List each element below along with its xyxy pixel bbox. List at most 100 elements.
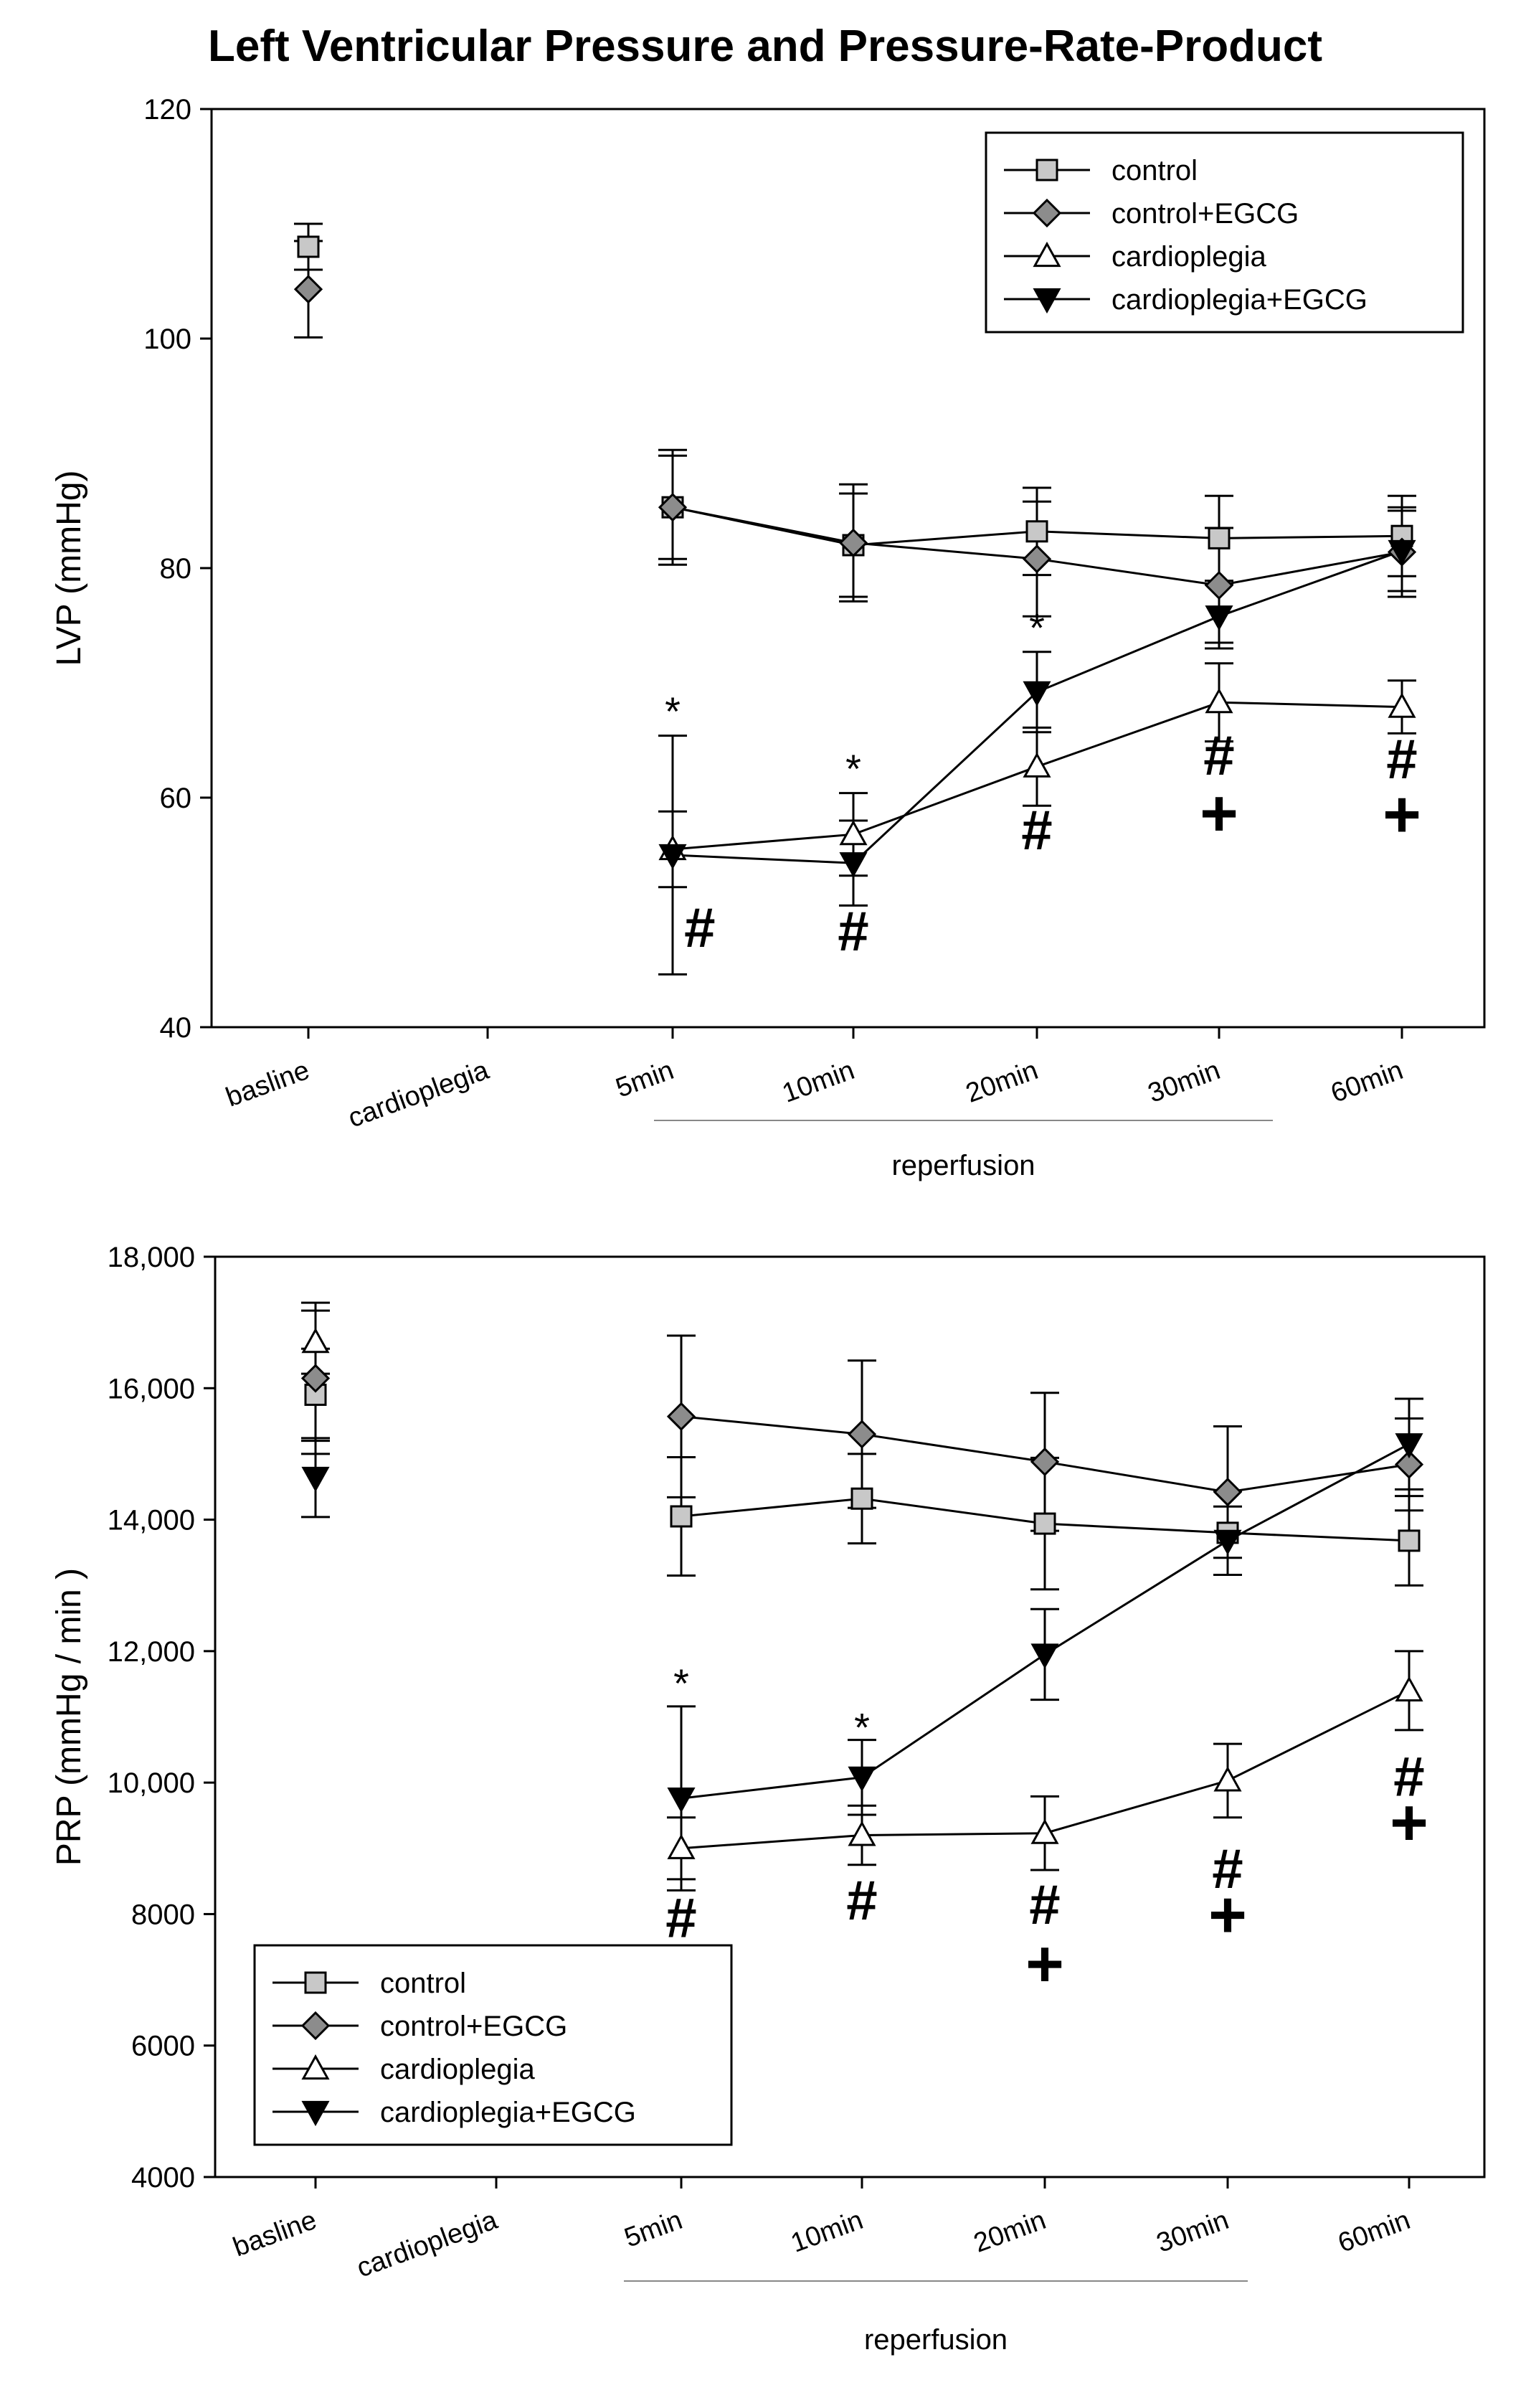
legend-label: cardioplegia [1111,241,1266,273]
data-point [848,1766,876,1792]
annotation-plus: + [1383,778,1421,851]
x-category-label: 20min [970,2205,1050,2259]
legend: control control+EGCG cardioplegia cardiople… [253,1944,733,2146]
y-tick-label: 4000 [131,2162,195,2194]
legend: control control+EGCG cardioplegia cardiople… [985,131,1464,334]
y-tick-label: 100 [143,324,191,355]
data-point [1213,1766,1242,1792]
y-tick-label: 60 [160,783,192,814]
annotation-star: * [1029,605,1045,650]
annotation-star: * [665,689,681,734]
data-point [848,1821,876,1846]
x-category-label: 30min [1144,1055,1224,1109]
data-point [1023,681,1051,707]
data-point [300,1364,331,1393]
data-point [1205,688,1233,714]
reperfusion-label: reperfusion [891,1150,1035,1181]
data-point [839,820,868,846]
legend-label: control+EGCG [380,2011,567,2042]
data-point [658,844,687,870]
prp-chart: 4000 6000 8000 10,000 12,000 14,000 16,000 18,0… [50,1242,1486,2356]
data-point [1025,520,1048,543]
data-point [1213,1477,1243,1507]
legend-label: cardioplegia+EGCG [1111,284,1368,316]
data-point [667,1833,696,1859]
annotation-hash: # [1203,724,1234,787]
data-point [1395,1676,1423,1701]
legend-marker [301,2054,330,2080]
x-category-label: 10min [778,1055,858,1109]
data-point [1204,570,1234,600]
legend-marker [304,1971,327,1994]
data-point [1398,1529,1421,1552]
x-category-label: 10min [787,2205,867,2259]
y-axis-label: LVP (mmHg) [50,471,88,666]
data-point [670,1505,693,1528]
annotation-hash: # [1212,1837,1243,1900]
legend-marker [1035,159,1058,181]
annotation-hash: # [846,1869,877,1932]
y-tick-label: 14,000 [108,1505,195,1536]
annotation-plus: + [1208,1879,1247,1952]
annotation-hash: # [684,896,715,959]
x-category-label: cardioplegia [353,2205,502,2284]
data-point [1023,752,1051,778]
annotation-star: * [845,746,861,791]
data-point [293,275,323,304]
x-category-label: 30min [1152,2205,1233,2259]
data-point [838,528,868,557]
data-point [1208,527,1231,549]
data-point [1395,1433,1423,1459]
reperfusion-label: reperfusion [864,2324,1008,2356]
data-point [1030,1447,1060,1477]
legend-marker [300,2011,331,2041]
y-tick-label: 12,000 [108,1636,195,1668]
data-point [1388,539,1416,566]
annotation-star: * [673,1661,689,1706]
y-tick-label: 120 [143,94,191,126]
x-category-label: 60min [1327,1055,1407,1109]
legend-marker [1033,241,1061,268]
legend-marker [1032,198,1062,228]
data-point [301,1466,330,1493]
annotation-hash: # [838,900,868,963]
legend-marker [301,2100,330,2127]
x-category-label: cardioplegia [344,1055,493,1134]
y-tick-label: 8000 [131,1899,195,1930]
legend-marker [1033,288,1061,314]
annotation-hash: # [1386,727,1417,790]
legend-label: cardioplegia [380,2054,535,2085]
y-axis-label: PRP (mmHg / min ) [50,1568,88,1866]
legend-label: control [380,1968,466,1999]
y-tick-label: 40 [160,1012,192,1044]
y-tick-label: 6000 [131,2031,195,2062]
legend-label: control [1111,155,1198,186]
data-point [301,1328,330,1354]
data-point [666,1402,696,1431]
data-point [667,1788,696,1813]
y-tick-label: 80 [160,553,192,585]
data-point [839,852,868,878]
data-point [1205,605,1233,631]
data-point [1213,1529,1242,1555]
annotation-plus: + [1200,777,1238,850]
data-point [1033,1512,1056,1535]
x-category-label: 5min [620,2205,686,2254]
annotation-plus: + [1025,1927,1064,2001]
plot-frame [214,1255,1486,2178]
y-tick-label: 16,000 [108,1373,195,1404]
data-point [1030,1818,1059,1844]
x-category-label: 5min [612,1055,678,1104]
annotation-hash: # [1393,1744,1424,1808]
annotation-hash: # [1021,798,1052,861]
y-tick-label: 10,000 [108,1767,195,1799]
legend-label: cardioplegia+EGCG [380,2097,636,2128]
data-point [850,1487,873,1510]
y-tick-label: 18,000 [108,1242,195,1273]
x-category-label: 60min [1334,2205,1414,2259]
x-category-label: basline [229,2205,321,2263]
data-point [658,493,688,522]
lvp-chart: 40 60 80 100 120 LVP (mmHg) basline cardioplegi… [50,94,1486,1181]
data-point [847,1420,877,1449]
